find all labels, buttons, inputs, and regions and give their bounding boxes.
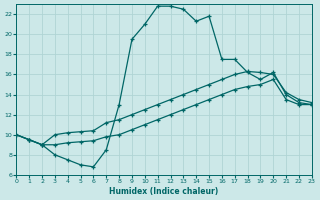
X-axis label: Humidex (Indice chaleur): Humidex (Indice chaleur)	[109, 187, 219, 196]
